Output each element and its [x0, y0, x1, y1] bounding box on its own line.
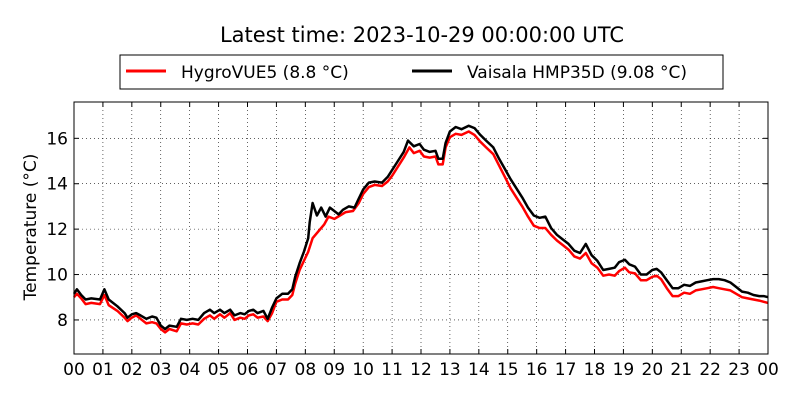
x-tick-label: 04	[179, 360, 201, 380]
x-tick-label: 12	[410, 360, 432, 380]
y-tick-label: 14	[46, 175, 68, 195]
y-tick-label: 12	[46, 220, 68, 240]
x-tick-label: 14	[468, 360, 490, 380]
x-tick-label: 02	[121, 360, 143, 380]
x-tick-label: 03	[150, 360, 172, 380]
plot-frame	[73, 101, 769, 355]
series-line-1	[72, 124, 769, 331]
x-tick-label: 22	[699, 360, 721, 380]
y-tick-label: 16	[46, 129, 68, 149]
axis-ticks: 00 01 02 03 04 05 06 07 08 09 10 11 12 13 14 15 16 17 18 19…	[46, 102, 779, 380]
x-tick-label: 11	[381, 360, 403, 380]
series-line-0	[73, 130, 769, 334]
x-tick-label: 07	[266, 360, 288, 380]
grid	[74, 102, 768, 354]
x-tick-label: 09	[323, 360, 345, 380]
x-tick-label: 05	[208, 360, 230, 380]
x-tick-label: 20	[642, 360, 664, 380]
x-tick-label: 00	[757, 360, 779, 380]
x-tick-label: 01	[92, 360, 114, 380]
x-tick-label: 15	[497, 360, 519, 380]
chart-title: Latest time: 2023-10-29 00:00:00 UTC	[220, 23, 624, 47]
y-axis-label: Temperature (°C)	[21, 154, 41, 302]
x-tick-label: 08	[295, 360, 317, 380]
x-tick-label: 17	[555, 360, 577, 380]
series-lines	[72, 124, 769, 334]
x-tick-label: 19	[613, 360, 635, 380]
x-tick-label: 06	[237, 360, 259, 380]
x-tick-label: 16	[526, 360, 548, 380]
x-tick-label: 21	[670, 360, 692, 380]
y-tick-label: 10	[46, 266, 68, 286]
x-tick-label: 13	[439, 360, 461, 380]
x-tick-label: 23	[728, 360, 750, 380]
legend-label-hygrovue5: HygroVUE5 (8.8 °C)	[181, 63, 349, 83]
x-tick-label: 00	[63, 360, 85, 380]
legend-label-vaisala: Vaisala HMP35D (9.08 °C)	[467, 63, 687, 83]
legend: HygroVUE5 (8.8 °C) Vaisala HMP35D (9.08 …	[119, 54, 724, 90]
x-tick-label: 10	[352, 360, 374, 380]
y-tick-label: 8	[57, 311, 68, 331]
x-tick-label: 18	[584, 360, 606, 380]
